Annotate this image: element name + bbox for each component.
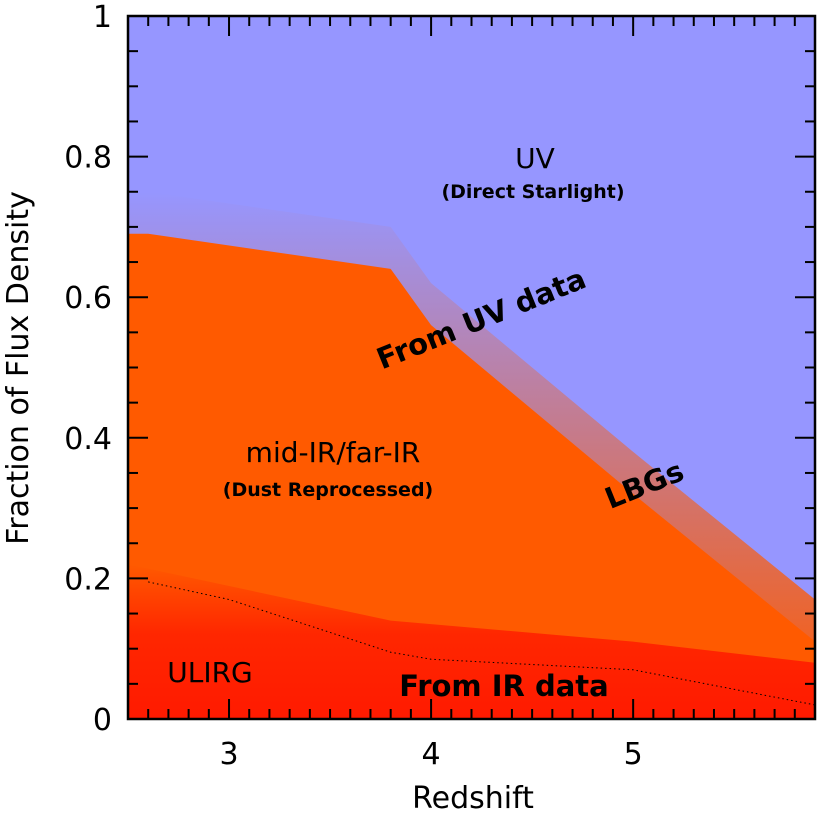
x-axis-title: Redshift bbox=[412, 781, 534, 816]
uv-label: UV bbox=[515, 142, 555, 175]
x-tick-label: 4 bbox=[422, 737, 441, 772]
ir-region-fade bbox=[128, 191, 815, 719]
x-tick-label: 5 bbox=[624, 737, 643, 772]
ir-label: mid-IR/far-IR bbox=[246, 436, 421, 469]
uv-sublabel: (Direct Starlight) bbox=[441, 181, 624, 203]
y-tick-label: 0.8 bbox=[64, 141, 112, 176]
from-ir-data-label: From IR data bbox=[399, 669, 608, 703]
x-tick-label: 3 bbox=[219, 737, 238, 772]
axis-ticks: 3 4 5 0 0.2 0.4 0.6 0.8 1 bbox=[64, 0, 816, 772]
ir-data-boundary-line bbox=[148, 581, 815, 706]
y-tick-label: 0.6 bbox=[64, 281, 112, 316]
y-tick-label: 0 bbox=[93, 703, 112, 738]
y-tick-label: 1 bbox=[93, 0, 112, 35]
y-axis-title: Fraction of Flux Density bbox=[1, 191, 36, 545]
y-tick-label: 0.2 bbox=[64, 562, 112, 597]
y-tick-label: 0.4 bbox=[64, 422, 112, 457]
ulirg-label: ULIRG bbox=[167, 656, 253, 689]
ulirg-region bbox=[128, 564, 815, 719]
ir-sublabel: (Dust Reprocessed) bbox=[223, 479, 433, 501]
